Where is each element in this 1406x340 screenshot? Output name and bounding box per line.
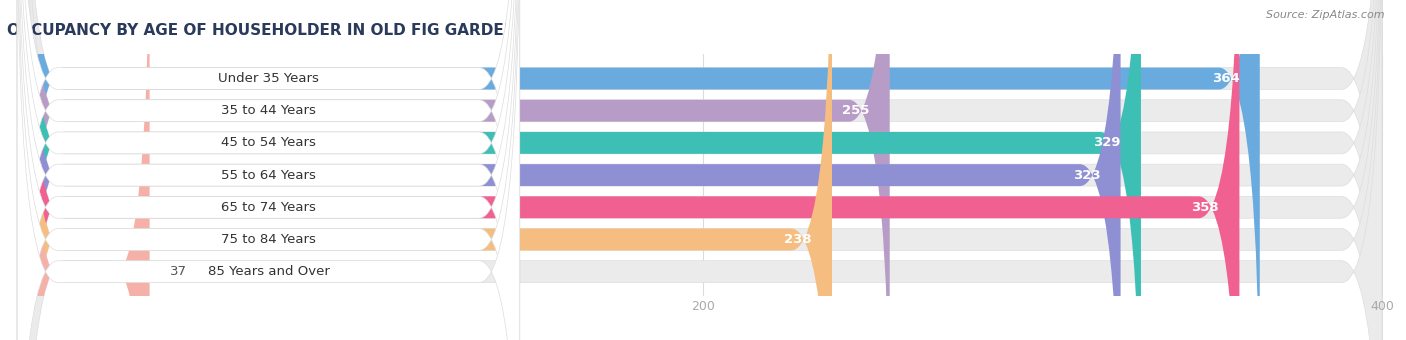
FancyBboxPatch shape	[17, 0, 520, 340]
FancyBboxPatch shape	[17, 0, 520, 340]
FancyBboxPatch shape	[17, 0, 520, 340]
Text: 323: 323	[1073, 169, 1101, 182]
Text: 238: 238	[785, 233, 811, 246]
FancyBboxPatch shape	[24, 0, 890, 340]
Text: 35 to 44 Years: 35 to 44 Years	[221, 104, 316, 117]
Text: 55 to 64 Years: 55 to 64 Years	[221, 169, 316, 182]
FancyBboxPatch shape	[24, 0, 832, 340]
FancyBboxPatch shape	[24, 0, 1240, 340]
Text: 65 to 74 Years: 65 to 74 Years	[221, 201, 316, 214]
FancyBboxPatch shape	[24, 0, 1382, 340]
FancyBboxPatch shape	[24, 0, 1382, 340]
FancyBboxPatch shape	[24, 0, 1382, 340]
Text: 329: 329	[1092, 136, 1121, 149]
FancyBboxPatch shape	[17, 0, 520, 340]
FancyBboxPatch shape	[17, 0, 520, 340]
Text: 45 to 54 Years: 45 to 54 Years	[221, 136, 316, 149]
FancyBboxPatch shape	[24, 0, 1382, 340]
FancyBboxPatch shape	[24, 0, 1382, 340]
Text: Source: ZipAtlas.com: Source: ZipAtlas.com	[1267, 10, 1385, 20]
Text: 358: 358	[1191, 201, 1219, 214]
FancyBboxPatch shape	[17, 0, 520, 340]
Text: Under 35 Years: Under 35 Years	[218, 72, 319, 85]
Text: 255: 255	[842, 104, 869, 117]
FancyBboxPatch shape	[24, 0, 1382, 340]
Text: 37: 37	[170, 265, 187, 278]
Text: 85 Years and Over: 85 Years and Over	[208, 265, 329, 278]
Text: OCCUPANCY BY AGE OF HOUSEHOLDER IN OLD FIG GARDEN: OCCUPANCY BY AGE OF HOUSEHOLDER IN OLD F…	[7, 22, 516, 37]
FancyBboxPatch shape	[17, 0, 520, 340]
FancyBboxPatch shape	[24, 0, 1260, 340]
FancyBboxPatch shape	[24, 0, 1140, 340]
FancyBboxPatch shape	[24, 0, 1382, 340]
Text: 75 to 84 Years: 75 to 84 Years	[221, 233, 316, 246]
FancyBboxPatch shape	[24, 0, 1121, 340]
Text: 364: 364	[1212, 72, 1240, 85]
FancyBboxPatch shape	[24, 0, 149, 340]
